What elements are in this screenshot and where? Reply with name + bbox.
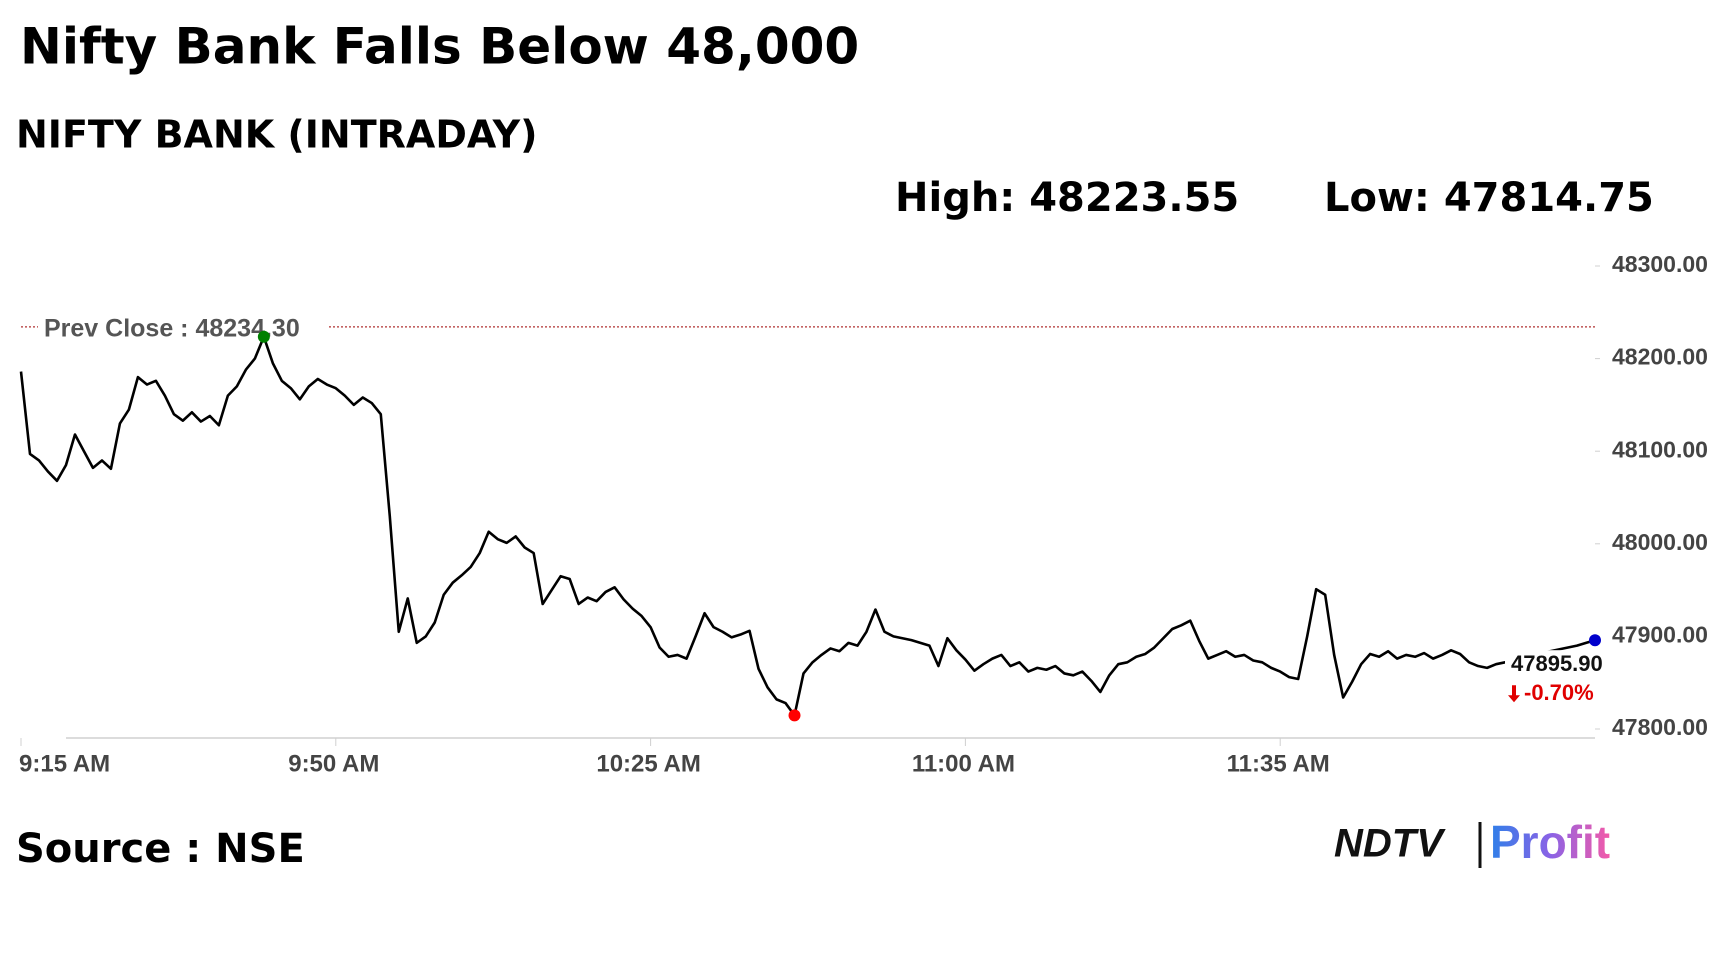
source-text: Source : NSE <box>16 826 305 872</box>
y-tick-label: 48200.00 <box>1612 344 1708 370</box>
high-text: High: 48223.55 <box>895 175 1239 221</box>
last-label-bg <box>1505 650 1603 679</box>
down-arrow <box>1508 685 1520 703</box>
last-value-label: 47895.90 <box>1511 651 1603 676</box>
x-tick-label: 9:50 AM <box>288 750 379 777</box>
change-label: -0.70% <box>1524 680 1594 705</box>
chart-subtitle: NIFTY BANK (INTRADAY) <box>16 113 538 157</box>
low-text: Low: 47814.75 <box>1324 175 1654 221</box>
last-dot <box>1589 634 1601 647</box>
prev-close-label-bg <box>38 308 328 345</box>
prev-close-label: Prev Close : 48234.30 <box>44 314 300 342</box>
x-tick-label: 11:00 AM <box>912 750 1015 777</box>
y-tick-label: 47800.00 <box>1612 714 1708 740</box>
logo-ndtv: NDTV <box>1334 822 1446 866</box>
y-tick-label: 47900.00 <box>1612 621 1708 647</box>
price-line <box>19 335 1596 717</box>
logo: NDTV Profit <box>1334 816 1610 868</box>
x-tick-label: 10:25 AM <box>596 750 700 777</box>
high-dot <box>257 330 270 343</box>
y-tick-label: 48000.00 <box>1612 529 1708 555</box>
plot: 47800.00 47900.00 48000.00 48100.00 48200.00… <box>19 251 1708 777</box>
chart-title: Nifty Bank Falls Below 48,000 <box>20 18 859 76</box>
x-tick-label: 11:35 AM <box>1227 750 1330 777</box>
logo-profit: Profit <box>1490 816 1610 868</box>
y-tick-label: 48100.00 <box>1612 436 1708 462</box>
y-tick-label: 48300.00 <box>1612 251 1708 277</box>
low-dot <box>788 709 801 722</box>
x-tick-label: 9:15 AM <box>19 750 110 777</box>
